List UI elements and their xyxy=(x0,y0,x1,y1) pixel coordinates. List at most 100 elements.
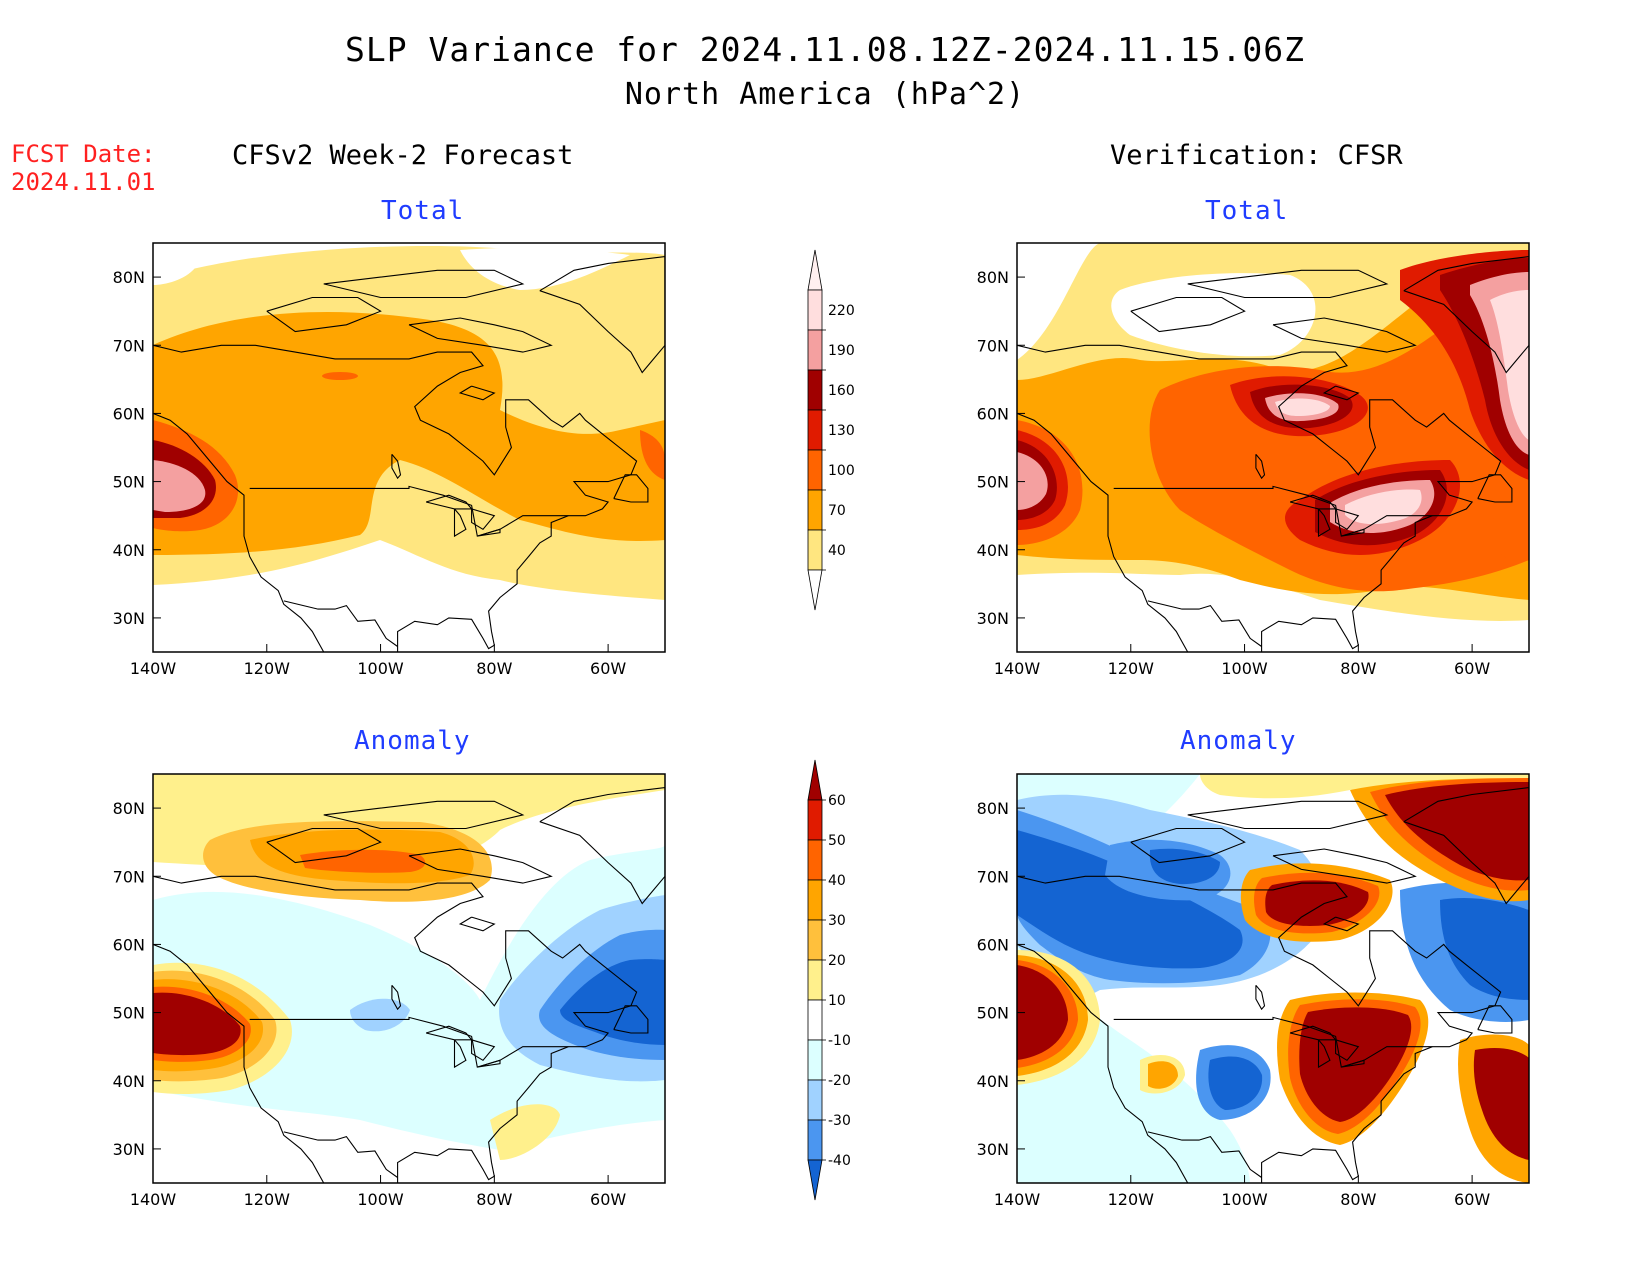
y-tick-label: 50N xyxy=(977,473,1009,492)
y-tick-label: 70N xyxy=(977,336,1009,355)
forecast-date: FCST Date: 2024.11.01 xyxy=(11,140,156,196)
x-tick-label: 80W xyxy=(1340,659,1376,678)
coastlines-verif-anomaly xyxy=(1017,787,1529,1183)
chart-subtitle: North America (hPa^2) xyxy=(624,77,1026,112)
panel-frame-verif-anomaly: 140W 120W 100W 80W 60W 80N 70N 60N 50N 40N 30N xyxy=(977,773,1530,1209)
colorbar-label: 100 xyxy=(828,463,855,479)
panel-border xyxy=(1016,242,1530,653)
map-panel-verification-anomaly xyxy=(1017,774,1529,1183)
colorbar-label: 70 xyxy=(828,503,846,519)
colorbar-label: 160 xyxy=(828,383,855,399)
colorbar-swatch xyxy=(807,879,823,921)
panel-border xyxy=(1016,773,1530,1184)
colorbar-label: 60 xyxy=(828,793,846,809)
y-tick-label: 70N xyxy=(977,867,1009,886)
colorbar-label: -20 xyxy=(828,1073,851,1089)
colorbar-swatch xyxy=(807,839,823,881)
map-panel-forecast-total xyxy=(153,243,665,652)
colorbar-swatch xyxy=(807,529,823,571)
y-tick-label: 40N xyxy=(977,1072,1009,1091)
y-tick-label: 70N xyxy=(113,336,145,355)
coastlines-fcst-anomaly xyxy=(153,787,665,1183)
x-tick-label: 100W xyxy=(357,659,404,678)
colorbar-arrow-top xyxy=(807,249,823,291)
colorbar-swatch xyxy=(807,329,823,371)
panel-border xyxy=(152,773,666,1184)
colorbar-label: 40 xyxy=(828,543,846,559)
x-tick-label: 120W xyxy=(244,659,291,678)
y-tick-label: 60N xyxy=(113,404,145,423)
forecast-date-value: 2024.11.01 xyxy=(11,168,156,196)
x-tick-label: 140W xyxy=(994,1190,1041,1209)
colorbar-label: -40 xyxy=(828,1153,851,1169)
colorbar-swatch xyxy=(807,369,823,411)
colorbar-swatch xyxy=(807,1039,823,1081)
y-tick-label: 70N xyxy=(113,867,145,886)
coastlines-fcst-total xyxy=(153,256,665,652)
colorbar-label: 10 xyxy=(828,993,846,1009)
x-tick-label: 120W xyxy=(1108,1190,1155,1209)
x-tick-label: 80W xyxy=(1340,1190,1376,1209)
x-tick-label: 60W xyxy=(590,659,626,678)
colorbar-swatch xyxy=(807,919,823,961)
x-tick-label: 120W xyxy=(244,1190,291,1209)
colorbar-swatch xyxy=(807,289,823,331)
coastlines-verif-total xyxy=(1017,256,1529,652)
x-tick-label: 80W xyxy=(476,1190,512,1209)
x-tick-label: 60W xyxy=(1454,659,1490,678)
x-tick-label: 140W xyxy=(130,659,177,678)
y-tick-label: 60N xyxy=(977,404,1009,423)
colorbar-arrow-top xyxy=(807,759,823,801)
colorbar-swatch xyxy=(807,1119,823,1161)
y-tick-label: 50N xyxy=(113,473,145,492)
colorbar-swatch xyxy=(807,449,823,491)
colorbar-label: -30 xyxy=(828,1113,851,1129)
colorbar-swatch xyxy=(807,799,823,841)
x-tick-label: 140W xyxy=(994,659,1041,678)
x-tick-label: 120W xyxy=(1108,659,1155,678)
verification-column-title: Verification: CFSR xyxy=(1110,140,1403,171)
y-tick-label: 30N xyxy=(977,609,1009,628)
panel-subtitle-verif-anomaly: Anomaly xyxy=(1180,726,1297,756)
colorbar-label: 20 xyxy=(828,953,846,969)
x-tick-label: 60W xyxy=(1454,1190,1490,1209)
y-tick-label: 50N xyxy=(977,1004,1009,1023)
y-tick-label: 40N xyxy=(977,541,1009,560)
colorbar-swatch xyxy=(807,1079,823,1121)
colorbar: 220 190 160 130 100 70 40 xyxy=(807,249,855,611)
colorbar-label: 50 xyxy=(828,833,846,849)
y-tick-label: 80N xyxy=(113,799,145,818)
y-tick-label: 50N xyxy=(113,1004,145,1023)
colorbar-swatch xyxy=(807,489,823,531)
colorbar-label: 220 xyxy=(828,303,855,319)
colorbar-arrow-bottom xyxy=(807,1159,823,1201)
panel-frame-fcst-anomaly: 140W 120W 100W 80W 60W 80N 70N 60N 50N 40N 30N xyxy=(113,773,666,1209)
y-tick-label: 80N xyxy=(977,268,1009,287)
colorbar-arrow-bottom xyxy=(807,569,823,611)
colorbar-swatch xyxy=(807,999,823,1041)
panel-subtitle-fcst-total: Total xyxy=(381,196,465,226)
colorbar-label: 30 xyxy=(828,913,846,929)
map-panel-forecast-anomaly xyxy=(153,774,665,1183)
forecast-column-title: CFSv2 Week-2 Forecast xyxy=(232,140,574,171)
x-tick-label: 140W xyxy=(130,1190,177,1209)
panel-frame-fcst-total: 140W 120W 100W 80W 60W 80N 70N 60N 50N 40N 30N xyxy=(113,242,666,678)
x-tick-label: 100W xyxy=(357,1190,404,1209)
y-tick-label: 60N xyxy=(113,935,145,954)
colorbar-label: 40 xyxy=(828,873,846,889)
panel-border xyxy=(152,242,666,653)
x-tick-label: 80W xyxy=(476,659,512,678)
colorbar-label: -10 xyxy=(828,1033,851,1049)
colorbar-label: 190 xyxy=(828,343,855,359)
panel-frame-verif-total: 140W 120W 100W 80W 60W 80N 70N 60N 50N 40N 30N xyxy=(977,242,1530,678)
panel-subtitle-fcst-anomaly: Anomaly xyxy=(354,726,471,756)
y-tick-label: 80N xyxy=(113,268,145,287)
x-tick-label: 100W xyxy=(1221,659,1268,678)
y-tick-label: 80N xyxy=(977,799,1009,818)
chart-title: SLP Variance for 2024.11.08.12Z-2024.11.… xyxy=(345,30,1305,69)
y-tick-label: 30N xyxy=(977,1140,1009,1159)
y-tick-label: 40N xyxy=(113,1072,145,1091)
colorbars: 220 190 160 130 100 70 40 60 50 40 30 20 10 -10 -20 -30… xyxy=(807,249,855,1201)
colorbar-swatch xyxy=(807,959,823,1001)
